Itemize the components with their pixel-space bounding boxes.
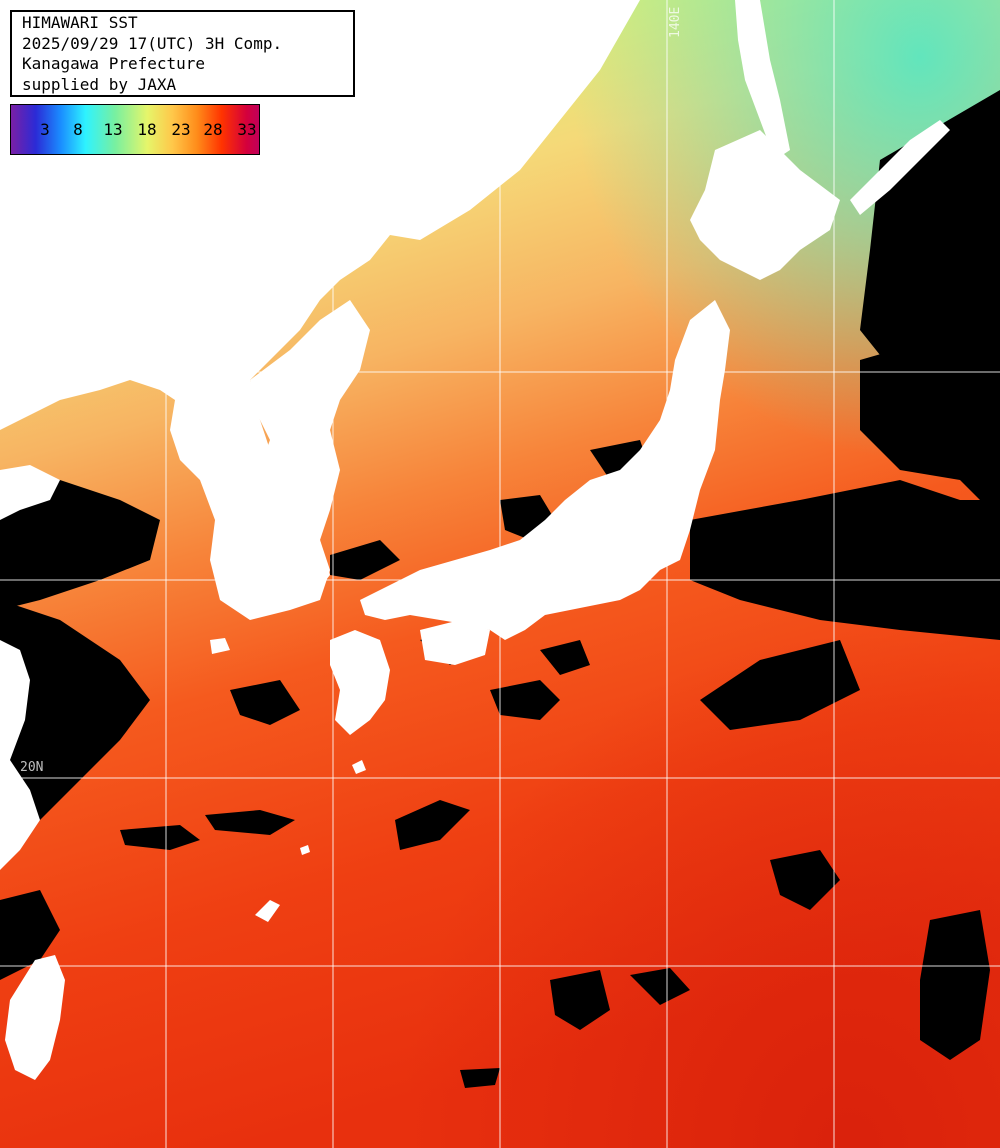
island-small-1 xyxy=(352,760,366,774)
kyushu xyxy=(330,630,390,735)
kuril-islands xyxy=(850,120,950,215)
timestamp: 2025/09/29 17(UTC) 3H Comp. xyxy=(22,33,283,53)
cloud-mask xyxy=(0,90,1000,1088)
product-title: HIMAWARI SST xyxy=(22,13,138,32)
china-east-coast xyxy=(0,640,40,870)
legend-tick: 18 xyxy=(137,120,157,139)
continent-landmass xyxy=(0,0,640,620)
tsushima xyxy=(210,638,230,654)
map-info-box: HIMAWARI SST 2025/09/29 17(UTC) 3H Comp.… xyxy=(10,10,355,97)
shikoku xyxy=(420,620,490,665)
data-credit: supplied by JAXA xyxy=(22,74,177,94)
legend-tick: 3 xyxy=(40,120,50,139)
ryukyu-islands xyxy=(255,900,280,922)
legend-tick: 13 xyxy=(103,120,123,139)
legend-tick: 23 xyxy=(171,120,191,139)
ulleung-island xyxy=(400,125,430,165)
legend-tick: 28 xyxy=(203,120,223,139)
latitude-label-20n: 20N xyxy=(20,760,44,775)
region-name: Kanagawa Prefecture xyxy=(22,54,206,73)
honshu xyxy=(360,300,730,640)
legend-tick: 8 xyxy=(73,120,83,139)
hokkaido xyxy=(690,130,840,280)
legend-tick: 33 xyxy=(237,120,257,139)
temperature-legend: 3 8 13 18 23 28 33 xyxy=(10,104,260,155)
sakhalin xyxy=(735,0,790,160)
island-small-2 xyxy=(300,845,310,855)
latitude-label-30n: 30N xyxy=(20,352,44,367)
taiwan xyxy=(5,955,65,1080)
longitude-label-140e: 140E xyxy=(668,6,683,38)
peninsula-west xyxy=(0,465,60,520)
